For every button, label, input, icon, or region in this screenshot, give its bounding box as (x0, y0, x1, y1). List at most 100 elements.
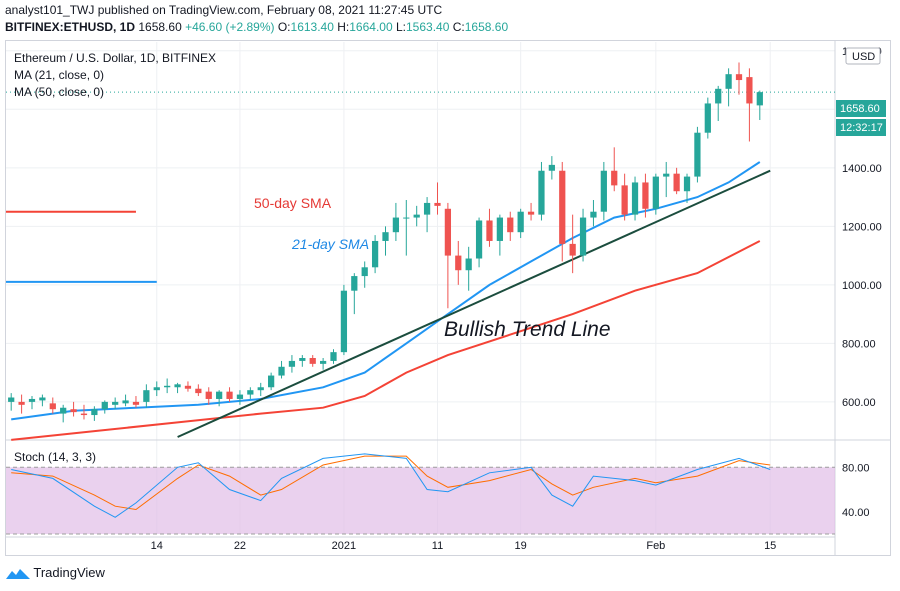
candle (517, 208, 524, 239)
ma21-series (11, 161, 761, 421)
currency-button[interactable] (845, 47, 881, 65)
candle (621, 173, 628, 221)
countdown-badge (836, 119, 886, 136)
candle (559, 161, 566, 262)
candle (153, 381, 160, 397)
y-tick-label: 1200.00 (842, 221, 882, 233)
close-label: C: (452, 20, 465, 34)
candle (49, 397, 56, 414)
stoch-tick-label: 40.00 (842, 507, 870, 519)
trend-line (177, 169, 771, 438)
candle-body (527, 211, 535, 215)
candle (631, 176, 639, 221)
candle-body (91, 409, 98, 416)
stoch-tick-label: 80.00 (842, 462, 870, 474)
candle-body (486, 220, 493, 241)
candle (673, 167, 680, 195)
candle (704, 97, 711, 139)
candle (278, 360, 285, 379)
candle (475, 217, 483, 268)
low-label: L: (395, 20, 406, 34)
tradingview-logo[interactable]: TradingView (6, 565, 105, 581)
candle-body (735, 74, 743, 81)
candle (392, 202, 400, 241)
candle-body (164, 385, 171, 388)
candle (351, 273, 358, 315)
candle-body (70, 409, 77, 413)
y-tick-label: 600.00 (842, 397, 876, 409)
candle-body (330, 352, 337, 361)
candle-body (569, 243, 576, 256)
candle-body (652, 176, 659, 209)
candle-body (475, 220, 483, 259)
candle-body (600, 170, 607, 212)
tradingview-icon (6, 568, 30, 579)
candle-body (28, 398, 36, 402)
countdown-value: 12:32:17 (840, 122, 883, 134)
candle (371, 235, 379, 274)
price-change: +46.60 (+2.89%) (185, 20, 275, 34)
candle (247, 387, 254, 399)
candle-body (559, 170, 566, 244)
candle (611, 147, 618, 192)
candle (663, 161, 670, 198)
candle-body (236, 394, 244, 399)
candle-body (39, 397, 46, 401)
candle-body (288, 360, 296, 367)
symbol-label: BITFINEX:ETHUSD, 1D (5, 20, 136, 34)
candle (382, 226, 389, 256)
candle (579, 208, 587, 262)
candle (122, 394, 129, 407)
candle-body (268, 375, 275, 388)
close-value: 1658.60 (464, 20, 509, 34)
candle (330, 349, 337, 364)
chart-frame (5, 40, 891, 556)
price-badge (836, 100, 886, 117)
candle (465, 246, 472, 291)
x-tick-label: 22 (234, 540, 246, 552)
candle-body (392, 217, 400, 233)
candle-body (361, 267, 368, 277)
candle-body (299, 358, 306, 361)
candle-body (403, 217, 410, 219)
candle (60, 404, 67, 423)
candle (403, 200, 410, 256)
x-tick-label: Feb (646, 540, 665, 552)
candle-body (413, 214, 420, 218)
candle (725, 68, 732, 107)
candle (756, 90, 763, 121)
candle-body (683, 176, 691, 192)
candle (455, 240, 462, 285)
candle (309, 355, 316, 367)
candle-body (673, 173, 680, 192)
candle (423, 197, 431, 233)
candle-body (205, 391, 212, 399)
candle (590, 200, 597, 227)
candle (28, 396, 36, 410)
candle-body (112, 401, 119, 405)
candle-body (143, 390, 150, 402)
x-tick-label: 14 (151, 540, 163, 552)
annotation-trend: Bullish Trend Line (444, 318, 611, 341)
candle (642, 173, 649, 218)
candle-body (465, 258, 472, 271)
candle-body (507, 217, 514, 233)
candle-body (132, 401, 140, 405)
ma50-series (11, 240, 761, 441)
stoch-d-line (11, 455, 771, 511)
x-tick-label: 19 (515, 540, 527, 552)
ma21-line (11, 161, 761, 421)
candle-body (579, 217, 587, 256)
candle (18, 394, 25, 414)
candle-body (455, 255, 462, 271)
candle (600, 161, 607, 221)
legend-title: Ethereum / U.S. Dollar, 1D, BITFINEX (14, 51, 216, 65)
high-label: H: (337, 20, 350, 34)
candle-body (746, 77, 753, 104)
candle-body (444, 208, 452, 256)
candle (70, 401, 77, 417)
candle-body (538, 170, 545, 215)
candle (112, 397, 119, 410)
candle (715, 85, 722, 121)
